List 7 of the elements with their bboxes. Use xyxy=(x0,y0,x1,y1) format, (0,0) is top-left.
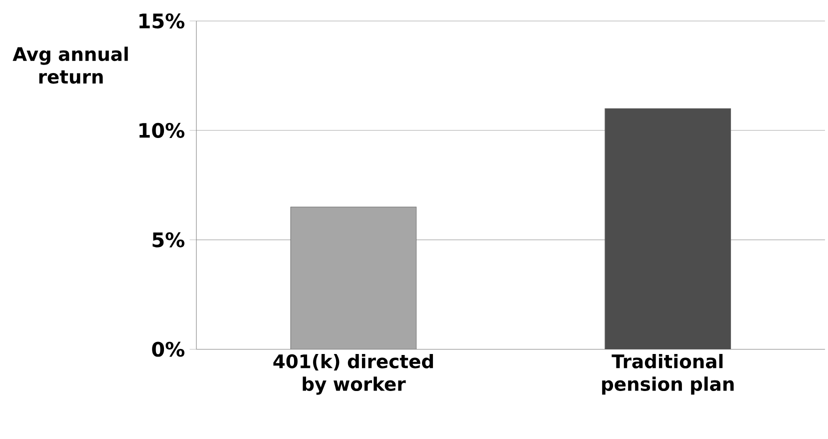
y-tick-label: 0% xyxy=(152,342,184,357)
x-tick-label: Traditional pension plan xyxy=(602,354,734,395)
y-tick-label: 10% xyxy=(139,122,184,138)
y-tick-label: 15% xyxy=(139,13,184,28)
x-tick-label: 401(k) directed by worker xyxy=(273,354,433,395)
y-tick-label: 5% xyxy=(152,232,184,248)
y-axis-title: Avg annual return xyxy=(12,46,128,84)
